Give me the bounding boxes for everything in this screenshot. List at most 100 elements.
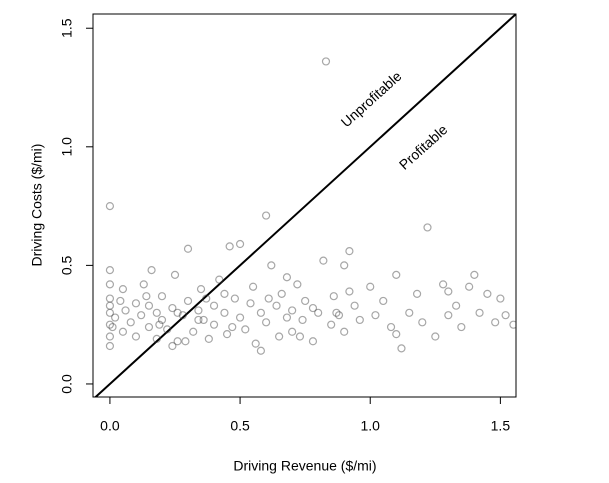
point <box>282 313 292 322</box>
point <box>121 306 130 315</box>
point <box>116 296 125 306</box>
point <box>321 57 331 66</box>
point <box>105 266 115 275</box>
plot-area <box>94 14 516 397</box>
point <box>173 308 182 317</box>
point <box>264 294 273 303</box>
point <box>371 311 380 320</box>
point <box>241 325 250 334</box>
x-tick-label: 1.5 <box>491 418 511 434</box>
point <box>230 294 239 303</box>
point <box>220 308 229 317</box>
point <box>340 327 349 336</box>
point <box>452 301 461 310</box>
point <box>202 294 211 303</box>
point <box>215 275 224 284</box>
point <box>483 289 492 298</box>
point <box>496 294 505 303</box>
point <box>235 313 245 322</box>
point <box>277 289 286 298</box>
point <box>142 292 151 301</box>
point <box>308 337 318 346</box>
point <box>392 270 401 279</box>
point <box>189 327 198 336</box>
y-axis-title: Driving Costs ($/mi) <box>29 144 45 267</box>
point <box>405 308 414 317</box>
annotation: Profitable <box>396 121 451 173</box>
point <box>366 282 375 291</box>
point <box>199 315 208 325</box>
point <box>155 320 164 329</box>
point <box>509 320 516 329</box>
point <box>501 311 510 320</box>
point <box>225 242 234 251</box>
y-tick-label: 1.5 <box>59 18 75 38</box>
point <box>340 261 349 270</box>
point <box>137 311 146 320</box>
point <box>178 311 187 320</box>
point <box>194 306 203 315</box>
point <box>152 334 161 343</box>
y-tick-label: 1.0 <box>59 137 75 157</box>
point <box>491 318 500 327</box>
point <box>147 266 156 275</box>
point <box>288 327 297 336</box>
point <box>118 284 128 294</box>
point <box>251 339 260 348</box>
point <box>105 294 115 303</box>
point <box>111 313 120 322</box>
point <box>220 289 229 298</box>
point <box>298 315 307 325</box>
point <box>108 322 117 332</box>
point <box>105 341 115 351</box>
point <box>105 201 115 211</box>
point <box>235 239 245 249</box>
point <box>105 280 115 289</box>
point <box>272 301 281 310</box>
point <box>262 318 271 327</box>
point <box>431 332 440 341</box>
point <box>444 311 453 320</box>
point <box>386 322 396 332</box>
point <box>392 330 401 339</box>
point <box>194 315 203 325</box>
point <box>423 223 432 232</box>
point <box>126 318 135 327</box>
point <box>301 296 310 306</box>
point <box>209 301 219 310</box>
point <box>282 273 292 282</box>
point <box>222 330 232 339</box>
plot-frame <box>92 13 517 398</box>
point <box>412 289 422 298</box>
point <box>457 322 466 332</box>
point <box>465 282 474 291</box>
point <box>228 322 237 332</box>
point <box>439 280 448 289</box>
point <box>105 332 115 341</box>
point <box>332 308 341 317</box>
point <box>157 315 167 325</box>
point <box>355 315 364 325</box>
point <box>319 256 328 265</box>
point <box>334 311 344 320</box>
point <box>144 301 154 310</box>
point <box>295 332 305 341</box>
point <box>397 344 406 353</box>
point <box>444 287 453 296</box>
point <box>288 306 297 315</box>
point <box>183 296 193 306</box>
point <box>204 334 213 343</box>
point <box>314 308 323 317</box>
point <box>308 303 318 313</box>
annotation: Unprofitable <box>338 68 405 131</box>
point <box>170 270 180 279</box>
point <box>181 337 190 346</box>
point <box>246 299 255 308</box>
point <box>327 320 336 329</box>
x-axis-title: Driving Revenue ($/mi) <box>233 458 376 474</box>
y-tick-label: 0.0 <box>59 374 75 394</box>
point <box>256 308 265 317</box>
point <box>183 244 193 253</box>
x-tick-label: 1.0 <box>360 418 380 434</box>
point <box>345 287 354 296</box>
